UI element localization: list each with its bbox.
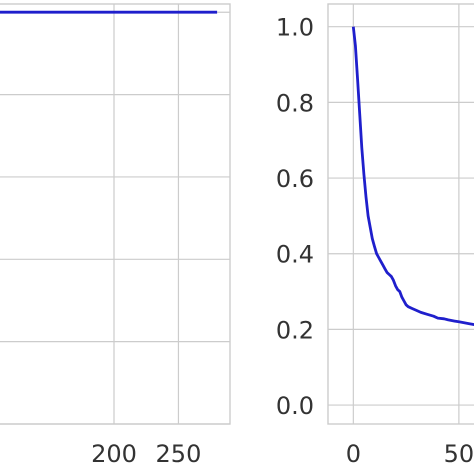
x-tick-label: 250 <box>156 440 202 468</box>
left-subplot: 200 250 <box>0 3 231 468</box>
y-tick-label: 0.6 <box>276 165 314 193</box>
y-tick-label: 1.0 <box>276 14 314 42</box>
y-tick-label: 0.0 <box>276 392 314 420</box>
axes-frame <box>327 3 474 425</box>
x-tick-label: 200 <box>91 440 137 468</box>
x-tick-label: 50 <box>444 440 474 468</box>
x-tick-label: 0 <box>346 440 361 468</box>
series-line <box>351 26 474 326</box>
y-tick-label: 0.2 <box>276 316 314 344</box>
right-subplot: 0 50 0.0 0.2 0.4 0.6 0.8 1.0 <box>276 3 474 468</box>
y-tick-label: 0.4 <box>276 241 314 269</box>
y-tick-label: 0.8 <box>276 89 314 117</box>
axes-frame <box>0 3 231 425</box>
